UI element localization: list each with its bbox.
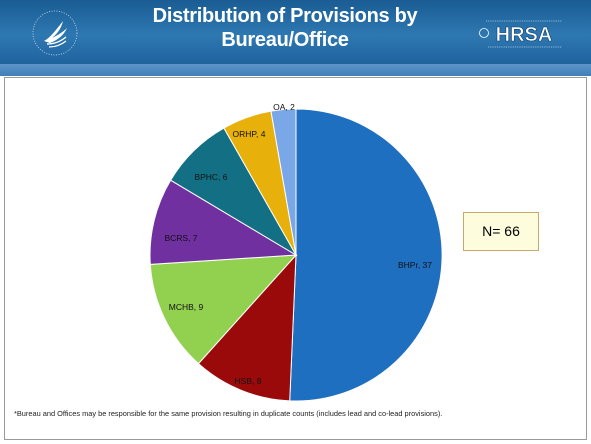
pie-labels: BHPr, 37 HSB, 8 MCHB, 9 BCRS, 7 BPHC, 6 ORHP,…	[164, 102, 432, 386]
pie-label-mchb: MCHB, 9	[169, 302, 204, 312]
pie-label-hsb: HSB, 8	[235, 376, 262, 386]
pie-label-bcrs: BCRS, 7	[164, 233, 197, 243]
pie-slice-mchb	[149, 254, 298, 365]
sample-size-box: N= 66	[463, 212, 539, 251]
footnote: *Bureau and Offices may be responsible f…	[14, 409, 443, 418]
header-bar	[0, 0, 591, 64]
svg-text:HRSA: HRSA	[496, 24, 553, 46]
page-title: Distribution of Provisions by Bureau/Off…	[152, 5, 418, 51]
pie-slice-oa	[270, 108, 297, 256]
pie-slice-hsb	[197, 253, 297, 402]
pie-label-bhpr: BHPr, 37	[398, 260, 432, 270]
hhs-eagle-logo-icon	[32, 10, 78, 56]
pie-slice-bhpr	[289, 108, 443, 402]
pie-label-orhp: ORHP, 4	[233, 129, 266, 139]
header-stripe	[0, 64, 591, 76]
pie-slice-bcrs	[149, 179, 298, 265]
hrsa-logo-icon: HRSA	[479, 20, 562, 48]
pie-label-bphc: BPHC, 6	[194, 172, 227, 182]
pie-label-oa: OA, 2	[273, 102, 295, 112]
pie-slices	[149, 108, 443, 402]
